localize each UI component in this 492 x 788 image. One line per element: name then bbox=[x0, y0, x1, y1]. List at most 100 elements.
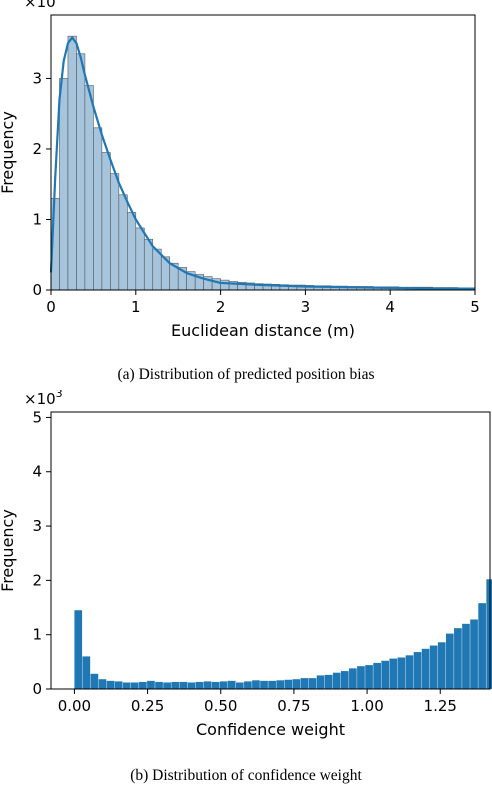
histogram-bar bbox=[227, 680, 236, 689]
x-tick-label: 0.25 bbox=[131, 697, 164, 715]
histogram-bar bbox=[405, 655, 414, 689]
histogram-bar bbox=[454, 628, 462, 689]
histogram-bar bbox=[122, 682, 131, 689]
histogram-bar bbox=[93, 127, 103, 291]
x-axis-label: Confidence weight bbox=[196, 720, 345, 739]
y-tick-label: 2 bbox=[32, 140, 42, 158]
histogram-bar bbox=[389, 658, 398, 689]
y-multiplier-label: ×103 bbox=[24, 0, 63, 11]
x-axis-label: Euclidean distance (m) bbox=[171, 321, 355, 340]
histogram-bar bbox=[365, 665, 373, 689]
kde-line bbox=[49, 36, 475, 290]
histogram-bar bbox=[478, 603, 486, 689]
histogram-bar bbox=[98, 679, 107, 689]
histogram-bar bbox=[357, 666, 365, 689]
x-tick-label: 0.00 bbox=[58, 697, 91, 715]
histogram-bar bbox=[486, 579, 492, 689]
histogram-bar bbox=[118, 194, 128, 291]
histogram-bar bbox=[397, 657, 406, 689]
histogram-bar bbox=[67, 35, 77, 291]
x-tick-label: 0.50 bbox=[204, 697, 237, 715]
histogram-bar bbox=[211, 681, 220, 689]
x-tick-label: 0 bbox=[46, 298, 56, 316]
histogram-bar bbox=[82, 656, 91, 689]
histogram-bar bbox=[292, 679, 301, 689]
chart-position-bias: 0 1 2 3 4 5 0 1 2 3 Euclidean distance (m) Frequenc… bbox=[0, 0, 480, 340]
y-multiplier-label: ×103 bbox=[24, 390, 63, 408]
histogram-bar bbox=[106, 680, 115, 689]
histogram-bar bbox=[429, 645, 438, 689]
histogram-bar bbox=[381, 660, 390, 689]
y-axis-label: Frequency bbox=[0, 509, 17, 592]
y-tick-label: 1 bbox=[32, 626, 42, 644]
histogram-bar bbox=[84, 85, 94, 291]
x-tick-label: 1.25 bbox=[424, 697, 457, 715]
histogram-bar bbox=[340, 671, 349, 689]
x-tick-label: 0.75 bbox=[277, 697, 310, 715]
y-tick-label: 4 bbox=[32, 463, 42, 481]
histogram-bar bbox=[74, 610, 83, 689]
x-tick-label: 4 bbox=[385, 298, 395, 316]
y-tick-label: 0 bbox=[32, 680, 42, 698]
histogram-bar bbox=[195, 681, 204, 689]
histogram-bar bbox=[143, 238, 154, 291]
histogram-bar bbox=[324, 674, 333, 689]
x-tick-label: 5 bbox=[470, 298, 480, 316]
histogram-bar bbox=[59, 78, 69, 291]
histogram-bar bbox=[470, 619, 478, 689]
histogram-bar bbox=[332, 672, 341, 689]
histogram-bar bbox=[445, 633, 454, 689]
histogram-bar bbox=[187, 682, 196, 689]
caption-a: (a) Distribution of predicted position b… bbox=[117, 366, 375, 383]
histogram-bar bbox=[300, 678, 309, 689]
histogram-bar bbox=[152, 248, 162, 291]
histogram-bar bbox=[219, 681, 228, 689]
x-tick-label: 1.00 bbox=[350, 697, 383, 715]
histogram-bar bbox=[260, 680, 268, 689]
histogram-bar bbox=[316, 675, 325, 689]
y-tick-label: 3 bbox=[32, 69, 42, 87]
histogram-bar bbox=[284, 679, 293, 689]
x-tick-label: 2 bbox=[216, 298, 226, 316]
y-tick-label: 2 bbox=[32, 571, 42, 589]
histogram-bar bbox=[90, 673, 99, 689]
histogram-bar bbox=[220, 279, 230, 291]
histogram-bar bbox=[268, 680, 276, 689]
histogram-bar bbox=[76, 53, 86, 291]
chart-confidence-weight: 0.00 0.25 0.50 0.75 1.00 1.25 0 1 2 3 4 5 Confidence… bbox=[0, 390, 492, 739]
plot-frame bbox=[50, 14, 476, 291]
histogram-bar bbox=[130, 682, 139, 689]
histogram-bar bbox=[101, 152, 111, 291]
histogram-bar bbox=[171, 681, 180, 689]
histogram-bar bbox=[244, 681, 252, 689]
y-axis-label: Frequency bbox=[0, 111, 17, 194]
histogram-bar bbox=[252, 680, 260, 689]
histogram-bar bbox=[179, 681, 188, 689]
histogram-bar bbox=[437, 642, 446, 689]
histogram-bar bbox=[135, 227, 145, 291]
histogram-bar bbox=[421, 648, 430, 689]
histogram-bar bbox=[413, 652, 422, 689]
histogram-bar bbox=[373, 662, 381, 689]
histogram-bar bbox=[462, 623, 470, 689]
histogram-bar bbox=[235, 682, 244, 689]
x-tick-label: 1 bbox=[131, 298, 141, 316]
histogram-bar bbox=[127, 212, 137, 291]
y-tick-label: 5 bbox=[32, 408, 42, 426]
histogram-bar bbox=[110, 173, 120, 291]
histogram-bar bbox=[155, 681, 163, 689]
histogram-bar bbox=[147, 680, 155, 689]
histogram-bar bbox=[203, 681, 212, 689]
plot-frame bbox=[50, 411, 491, 690]
histogram-bar bbox=[114, 681, 123, 689]
histogram-bar bbox=[139, 681, 147, 689]
y-tick-label: 0 bbox=[32, 281, 42, 299]
histogram-bar bbox=[276, 680, 285, 689]
histogram-bar bbox=[163, 682, 171, 689]
histogram-bar bbox=[349, 668, 357, 689]
caption-b: (b) Distribution of confidence weight bbox=[130, 767, 362, 784]
y-tick-label: 3 bbox=[32, 517, 42, 535]
y-tick-label: 1 bbox=[32, 210, 42, 228]
x-tick-label: 3 bbox=[301, 298, 311, 316]
histogram-bar bbox=[308, 678, 317, 689]
